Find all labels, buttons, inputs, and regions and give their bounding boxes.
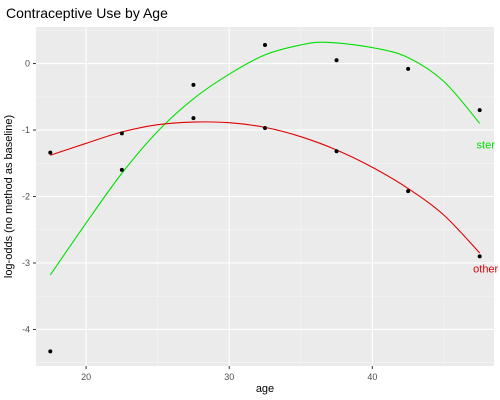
series-labels: ster other (473, 140, 498, 276)
x-axis-title: age (256, 383, 274, 395)
y-tick-label: -3 (22, 258, 30, 268)
y-tick-label: -4 (22, 324, 30, 334)
data-point-ster (48, 349, 53, 354)
x-tick-label: 40 (367, 372, 377, 382)
data-point-ster (119, 167, 124, 172)
data-point-other (191, 116, 196, 121)
y-tick-label: -2 (22, 192, 30, 202)
y-tick-label: -1 (22, 125, 30, 135)
fit-curve-ster (49, 41, 481, 276)
data-point-other (263, 126, 267, 131)
data-point-ster (406, 66, 411, 71)
series-label-ster: ster (477, 140, 496, 152)
axis-ticks: 20 30 40 0 -1 -2 -3 -4 (22, 59, 377, 382)
data-point-other (477, 254, 482, 259)
x-tick-label: 30 (224, 372, 234, 382)
data-points (48, 42, 482, 354)
y-tick-label: 0 (25, 59, 30, 69)
data-point-other (119, 131, 124, 136)
data-point-ster (334, 58, 339, 63)
data-point-other (334, 149, 339, 154)
y-axis-title: log-odds (no method as baseline) (3, 115, 15, 278)
data-point-ster (191, 82, 196, 87)
series-label-other: other (473, 263, 498, 275)
data-point-other (406, 189, 411, 194)
data-point-ster (263, 42, 267, 47)
data-point-other (48, 150, 53, 155)
x-tick-label: 20 (81, 372, 91, 382)
data-point-ster (477, 108, 482, 113)
chart-title: Contraceptive Use by Age (6, 5, 168, 21)
